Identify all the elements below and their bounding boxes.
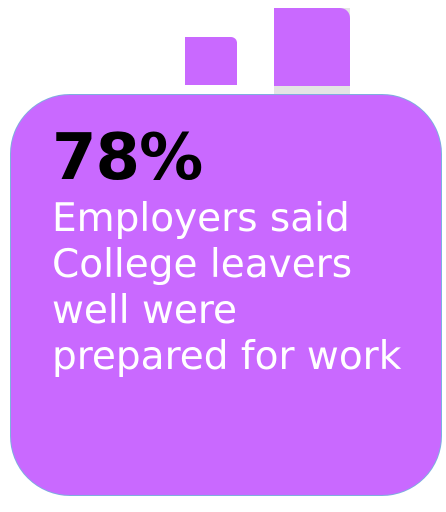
decorative-square — [185, 37, 237, 85]
stat-caption: Employers said College leavers well were… — [52, 196, 402, 379]
stat-value: 78% — [52, 121, 203, 195]
decorative-bar-top — [274, 8, 350, 86]
stat-card — [10, 94, 442, 496]
stat-text-block: 78% Employers said College leavers well … — [52, 122, 436, 380]
